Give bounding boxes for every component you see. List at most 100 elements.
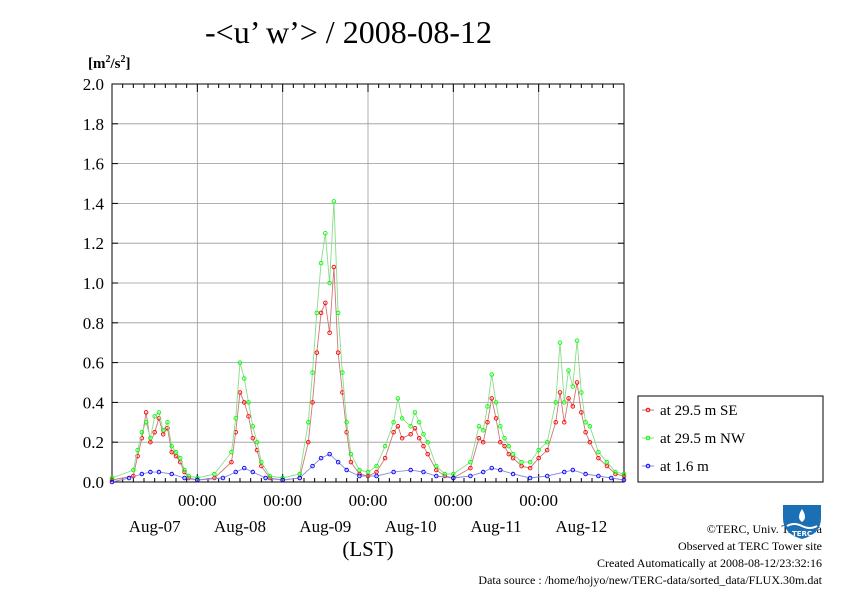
- data-point: [579, 390, 584, 395]
- legend-box: [637, 395, 824, 483]
- x-tick-label: 00:00: [519, 491, 558, 510]
- data-point: [250, 424, 256, 429]
- data-point: [395, 396, 401, 401]
- data-point: [570, 404, 576, 409]
- y-tick-label: 0.2: [83, 433, 104, 452]
- data-point: [416, 435, 422, 441]
- data-point: [399, 435, 405, 441]
- data-point: [510, 451, 516, 457]
- data-point: [451, 475, 456, 481]
- data-point: [468, 473, 473, 479]
- x-tick-label: 00:00: [263, 491, 302, 510]
- data-point: [229, 449, 234, 455]
- legend-label: at 29.5 m NW: [660, 431, 746, 447]
- data-point: [536, 455, 541, 461]
- x-day-label: Aug-07: [129, 517, 181, 536]
- data-point: [583, 471, 588, 477]
- data-point: [506, 443, 512, 449]
- data-point: [544, 473, 550, 479]
- data-point: [212, 471, 217, 477]
- y-tick-label: 2.0: [83, 75, 104, 94]
- data-point: [220, 475, 226, 481]
- data-point: [527, 459, 533, 465]
- data-point: [527, 475, 533, 481]
- legend-marker: [645, 463, 651, 469]
- data-point: [182, 467, 187, 473]
- data-point: [327, 451, 332, 457]
- data-point: [306, 439, 311, 445]
- data-point: [169, 443, 174, 449]
- data-point: [331, 264, 337, 270]
- legend-marker: [645, 407, 651, 413]
- y-tick-label: 0.4: [83, 393, 105, 412]
- x-day-label: Aug-11: [470, 517, 521, 536]
- x-day-label: Aug-10: [385, 517, 437, 536]
- data-point: [348, 459, 354, 465]
- data-point: [186, 473, 192, 479]
- data-point: [425, 439, 430, 445]
- data-point: [246, 414, 251, 419]
- data-point: [242, 465, 247, 471]
- data-point: [327, 280, 332, 286]
- y-tick-label: 1.8: [83, 115, 104, 134]
- x-tick-label: 00:00: [349, 491, 388, 510]
- data-point: [574, 380, 580, 385]
- data-point: [310, 370, 315, 375]
- data-point: [169, 449, 174, 455]
- data-point: [178, 455, 183, 461]
- data-point: [126, 475, 132, 481]
- x-tick-label: 00:00: [434, 491, 473, 510]
- data-point: [570, 467, 576, 473]
- x-day-label: Aug-08: [214, 517, 266, 536]
- observed-text: Observed at TERC Tower site: [677, 539, 822, 553]
- data-point: [135, 447, 140, 453]
- x-tick-label: 00:00: [178, 491, 217, 510]
- data-point: [335, 459, 341, 465]
- data-point: [310, 463, 315, 469]
- data-point: [254, 439, 260, 445]
- data-point: [621, 477, 627, 483]
- data-point: [267, 473, 273, 479]
- data-point: [421, 443, 426, 449]
- data-point: [596, 455, 601, 461]
- data-point: [434, 463, 439, 469]
- data-point: [416, 420, 422, 425]
- data-point: [259, 459, 264, 465]
- data-point: [391, 469, 396, 475]
- data-point: [476, 424, 482, 429]
- y-tick-label: 0.0: [83, 473, 104, 492]
- data-point: [314, 350, 320, 355]
- data-point: [557, 340, 563, 345]
- legend-label: at 1.6 m: [660, 459, 709, 475]
- x-day-label: Aug-09: [299, 517, 351, 536]
- data-point: [395, 424, 401, 429]
- data-point: [152, 414, 157, 419]
- data-point: [169, 471, 174, 477]
- data-point: [250, 435, 256, 441]
- data-point: [391, 420, 396, 425]
- data-point: [335, 310, 341, 316]
- x-axis-label: (LST): [342, 537, 393, 561]
- data-point: [489, 372, 494, 377]
- data-point: [297, 475, 302, 481]
- data-point: [148, 435, 153, 441]
- data-point: [165, 426, 170, 431]
- data-point: [489, 465, 494, 471]
- data-point: [502, 435, 507, 441]
- data-point: [135, 453, 140, 459]
- data-point: [553, 400, 558, 405]
- data-point: [182, 475, 187, 481]
- series-line-2: [111, 453, 625, 483]
- data-point: [357, 473, 362, 479]
- data-point: [263, 475, 268, 481]
- data-point: [574, 338, 580, 343]
- data-point: [335, 350, 341, 355]
- data-point: [408, 467, 413, 473]
- data-point: [229, 459, 234, 465]
- y-tick-label: 1.6: [83, 155, 104, 174]
- data-point: [570, 384, 576, 389]
- data-point: [152, 430, 157, 435]
- data-point: [382, 455, 388, 461]
- data-point: [318, 455, 324, 461]
- data-point: [527, 465, 533, 471]
